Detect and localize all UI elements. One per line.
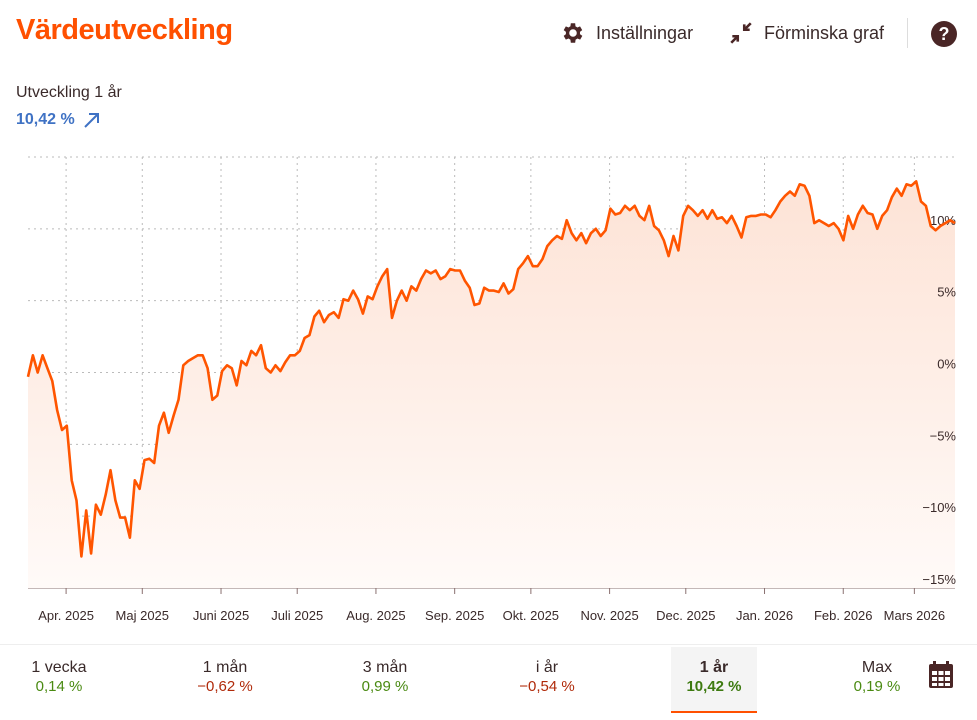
x-tick-label: Dec. 2025 [656, 608, 715, 623]
y-tick-label: 10% [930, 213, 956, 228]
x-tick-label: Sep. 2025 [425, 608, 484, 623]
y-tick-label: 0% [937, 357, 956, 372]
period-value: 0,99 % [361, 678, 409, 695]
x-tick-label: Okt. 2025 [503, 608, 559, 623]
period-ytd[interactable]: i år −0,54 % [502, 647, 592, 711]
y-tick-label: −10% [922, 500, 956, 515]
period-label: 1 år [699, 659, 729, 676]
minimize-graph-button[interactable]: Förminska graf [728, 20, 884, 46]
arrow-up-right-icon [84, 113, 99, 128]
period-label: 1 mån [202, 659, 248, 676]
period-value: 0,14 % [35, 678, 83, 695]
period-max[interactable]: Max 0,19 % [832, 647, 922, 711]
x-tick-label: Juni 2025 [193, 608, 249, 623]
x-tick-label: Jan. 2026 [736, 608, 793, 623]
period-3-months[interactable]: 3 mån 0,99 % [340, 647, 430, 711]
minimize-label: Förminska graf [764, 22, 885, 43]
period-value: −0,54 % [519, 678, 575, 695]
y-tick-label: 5% [937, 285, 956, 300]
period-1-week[interactable]: 1 vecka 0,14 % [14, 647, 104, 711]
x-tick-label: Feb. 2026 [814, 608, 873, 623]
period-1-month[interactable]: 1 mån −0,62 % [180, 647, 270, 711]
minimize-icon [730, 22, 752, 44]
page-title: Värdeutveckling [16, 14, 233, 46]
x-tick-label: Maj 2025 [116, 608, 169, 623]
x-tick-label: Aug. 2025 [346, 608, 405, 623]
period-value: 10,42 % [686, 678, 742, 695]
period-selector: 1 vecka 0,14 % 1 mån −0,62 % 3 mån 0,99 % i… [0, 644, 977, 715]
chart-area-fill [28, 181, 955, 588]
gear-icon [563, 23, 583, 43]
header-divider [907, 18, 908, 48]
development-percent: 10,42 % [16, 111, 75, 128]
period-label: Max [861, 659, 893, 676]
period-label: i år [535, 659, 559, 676]
help-icon[interactable]: ? [931, 21, 957, 47]
development-label: Utveckling 1 år [16, 84, 122, 101]
x-tick-label: Mars 2026 [884, 608, 945, 623]
period-value: 0,19 % [853, 678, 901, 695]
x-tick-label: Apr. 2025 [38, 608, 94, 623]
x-tick-label: Nov. 2025 [580, 608, 638, 623]
performance-chart[interactable]: 10% 5% 0% −5% −10% −15% Apr. 2025 Maj 2025 Juni… [0, 0, 977, 640]
period-1-year[interactable]: 1 år 10,42 % [671, 647, 757, 713]
development-value: 10,42 % [16, 111, 101, 129]
settings-label: Inställningar [596, 22, 694, 43]
y-tick-label: −15% [922, 572, 956, 587]
settings-button[interactable]: Inställningar [560, 20, 693, 46]
calendar-icon[interactable] [928, 661, 954, 689]
chart-series-line [26, 180, 956, 558]
y-tick-label: −5% [930, 428, 957, 443]
period-value: −0,62 % [197, 678, 253, 695]
period-label: 3 mån [362, 659, 408, 676]
x-tick-label: Juli 2025 [271, 608, 323, 623]
period-label: 1 vecka [31, 659, 87, 676]
